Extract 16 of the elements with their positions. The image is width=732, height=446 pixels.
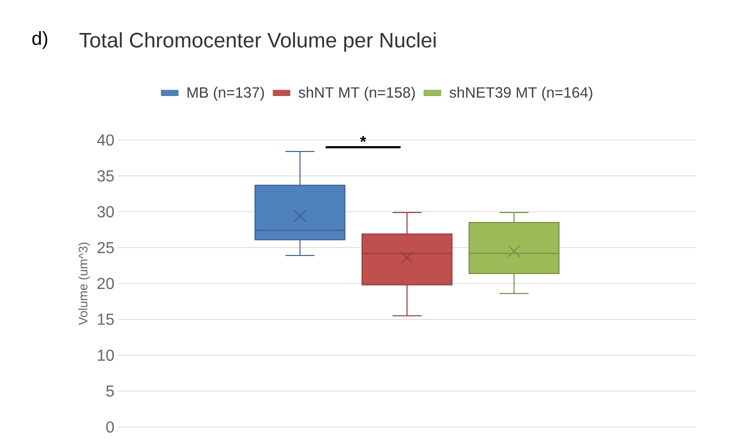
y-tick-label: 35 [97, 170, 114, 182]
y-tick-label: 10 [98, 350, 114, 361]
y-tick-label: 30 [97, 206, 114, 218]
y-tick-label: 15 [98, 314, 114, 325]
y-tick-label: 40 [97, 134, 114, 146]
legend-label: MB (n=137) [188, 86, 264, 101]
y-tick-label: 25 [98, 242, 114, 254]
chart-title: Total Chromocenter Volume per Nuclei [79, 32, 436, 52]
text: d) [32, 31, 48, 49]
annotation: * [360, 136, 366, 142]
y-tick-label: 5 [106, 386, 114, 397]
legend-label: shNET39 MT (n=164) [450, 86, 592, 101]
y-axis-title: Volume (um^3) [78, 242, 90, 326]
y-tick-label: 0 [106, 421, 114, 433]
legend-label: shNT MT (n=158) [298, 86, 415, 101]
y-tick-label: 20 [98, 278, 114, 290]
